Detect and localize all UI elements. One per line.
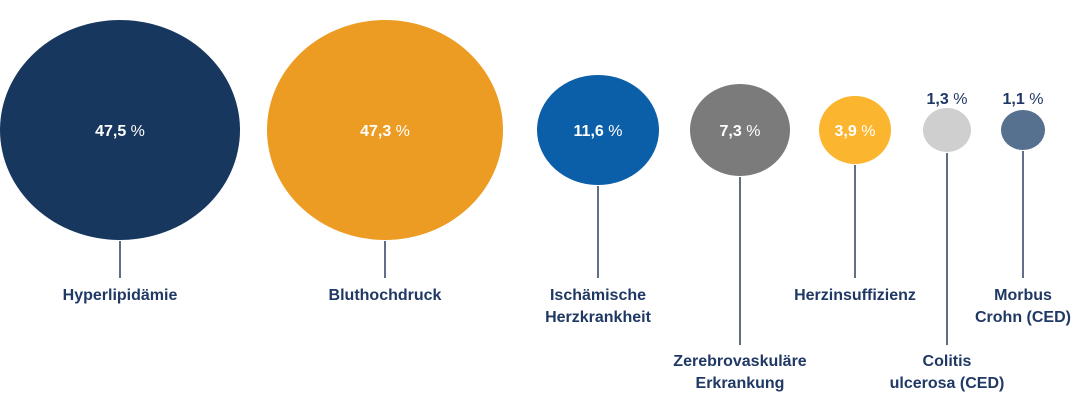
bubble-ischämische-herzkrankheit [537,75,659,185]
category-label-herzinsuffizienz: Herzinsuffizienz [794,287,916,304]
value-label-herzinsuffizienz: 3,9 % [835,123,876,140]
bubble-hyperlipidämie [0,20,240,240]
value-label-bluthochdruck: 47,3 % [360,123,410,140]
bubble-bluthochdruck [267,20,503,240]
category-label-hyperlipidämie: Hyperlipidämie [63,287,178,304]
category-label-ischämische-herzkrankheit: Ischämische Herzkrankheit [545,287,651,326]
bubble-herzinsuffizienz [819,96,891,164]
value-label-morbus-crohn-ced: 1,1 % [1003,91,1044,108]
bubble-morbus-crohn-ced [1001,110,1045,150]
value-label-hyperlipidämie: 47,5 % [95,123,145,140]
value-label-colitis-ulcerosa-ced: 1,3 % [927,91,968,108]
value-label-zerebrovaskuläre-erkrankung: 7,3 % [720,123,761,140]
value-label-ischämische-herzkrankheit: 11,6 % [574,123,623,140]
category-label-zerebrovaskuläre-erkrankung: Zerebrovaskuläre Erkrankung [673,353,807,392]
category-label-bluthochdruck: Bluthochdruck [329,287,442,304]
bubble-colitis-ulcerosa-ced [923,108,971,152]
category-label-colitis-ulcerosa-ced: Colitis ulcerosa (CED) [890,353,1005,392]
category-label-morbus-crohn-ced: Morbus Crohn (CED) [975,287,1071,326]
bubble-zerebrovaskuläre-erkrankung [690,84,790,176]
